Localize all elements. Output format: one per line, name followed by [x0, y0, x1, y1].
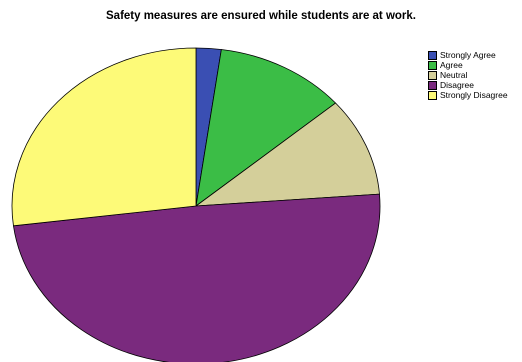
legend-item-strongly-disagree: Strongly Disagree	[428, 90, 508, 100]
legend-swatch	[428, 60, 437, 70]
legend-label: Strongly Agree	[440, 50, 496, 60]
legend-item-agree: Agree	[428, 60, 508, 70]
pie-slice-disagree	[13, 193, 381, 362]
legend-label: Agree	[440, 60, 463, 70]
pie-slice-strongly-disagree	[11, 47, 197, 227]
legend-label: Neutral	[440, 70, 468, 80]
pie-slice-neutral	[195, 102, 380, 207]
legend-item-strongly-agree: Strongly Agree	[428, 50, 508, 60]
pie-slice-agree	[195, 49, 336, 207]
legend-swatch	[428, 50, 437, 60]
legend-swatch	[428, 90, 437, 100]
legend-swatch	[428, 70, 437, 80]
legend-swatch	[428, 80, 437, 90]
legend-label: Strongly Disagree	[440, 90, 508, 100]
legend-label: Disagree	[440, 80, 475, 90]
legend-item-disagree: Disagree	[428, 80, 508, 90]
chart-title: Safety measures are ensured while studen…	[106, 10, 416, 22]
legend-item-neutral: Neutral	[428, 70, 508, 80]
chart-legend: Strongly Agree Agree Neutral Disagree Strong…	[428, 50, 508, 100]
